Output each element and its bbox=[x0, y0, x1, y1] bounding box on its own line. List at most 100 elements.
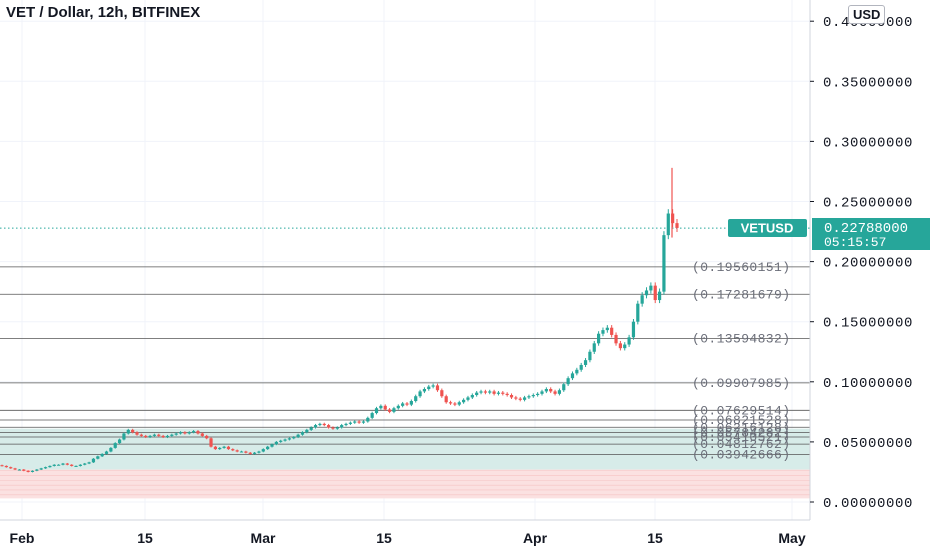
candle-body bbox=[592, 343, 596, 352]
candle-body bbox=[623, 344, 627, 349]
zone-band bbox=[0, 428, 810, 470]
candle-body bbox=[675, 223, 679, 228]
price-tag-countdown: 05:15:57 bbox=[824, 235, 886, 250]
candle-body bbox=[313, 425, 318, 428]
candle-body bbox=[192, 431, 196, 433]
price-tag-value: 0.22788000 bbox=[824, 221, 908, 237]
candle-body bbox=[610, 327, 614, 335]
candle-body bbox=[509, 395, 514, 398]
candle-body bbox=[248, 452, 252, 454]
candle-body bbox=[435, 385, 440, 391]
candle-body bbox=[636, 303, 640, 322]
candle-body bbox=[614, 334, 618, 344]
candle-body bbox=[270, 444, 274, 447]
level-label: (0.05410521) bbox=[692, 430, 790, 445]
candle-body bbox=[557, 390, 562, 394]
y-tick-label: 0.25000000 bbox=[823, 196, 913, 212]
candle-body bbox=[618, 343, 622, 349]
candle-body bbox=[340, 425, 344, 428]
candle-body bbox=[144, 435, 148, 438]
candle-body bbox=[357, 421, 361, 423]
candle-body bbox=[257, 451, 261, 453]
candle-body bbox=[644, 290, 649, 296]
candle-body bbox=[422, 389, 427, 392]
level-label: (0.06216128) bbox=[692, 420, 790, 435]
candle-body bbox=[505, 393, 509, 396]
level-label: (0.09907985) bbox=[692, 376, 790, 391]
x-tick-label: Feb bbox=[10, 530, 35, 546]
candle-body bbox=[70, 464, 74, 466]
candle-body bbox=[553, 391, 557, 394]
candle-body bbox=[244, 451, 248, 453]
candle-body bbox=[405, 403, 409, 405]
chart-title: VET / Dollar, 12h, BITFINEX bbox=[6, 4, 201, 21]
candle-body bbox=[562, 384, 566, 391]
candle-body bbox=[518, 398, 522, 400]
candle-body bbox=[531, 395, 535, 397]
candle-body bbox=[657, 291, 662, 301]
candle-body bbox=[183, 432, 187, 434]
candle-body bbox=[322, 423, 326, 426]
candle-body bbox=[597, 333, 601, 344]
candle-body bbox=[222, 446, 226, 448]
candle-body bbox=[74, 465, 78, 467]
candle-body bbox=[383, 405, 387, 410]
candle-body bbox=[48, 465, 52, 468]
candle-body bbox=[331, 427, 335, 429]
candle-body bbox=[283, 439, 287, 441]
candle-body bbox=[549, 389, 553, 392]
candle-body bbox=[353, 421, 357, 423]
candle-body bbox=[448, 402, 453, 404]
candle-body bbox=[522, 397, 527, 400]
candle-body bbox=[662, 235, 666, 292]
candle-body bbox=[117, 439, 122, 444]
candle-body bbox=[200, 433, 204, 436]
candle-body bbox=[483, 391, 487, 393]
level-label: (0.03942666) bbox=[692, 448, 790, 463]
price-tag bbox=[812, 218, 930, 250]
candle-body bbox=[374, 408, 379, 414]
candle-body bbox=[196, 431, 200, 434]
candle-body bbox=[122, 433, 126, 440]
candle-body bbox=[139, 434, 143, 436]
candle-body bbox=[466, 397, 470, 400]
candle-body bbox=[148, 435, 152, 438]
candle-body bbox=[131, 429, 135, 433]
candle-body bbox=[279, 440, 283, 442]
candle-body bbox=[61, 463, 65, 465]
candle-body bbox=[492, 391, 496, 394]
candle-body bbox=[26, 470, 30, 472]
candle-body bbox=[457, 402, 461, 405]
candle-body bbox=[401, 403, 405, 406]
candle-body bbox=[666, 213, 670, 236]
x-tick-label: 15 bbox=[647, 530, 663, 546]
candle-body bbox=[418, 391, 422, 397]
candle-body bbox=[161, 435, 165, 438]
candle-body bbox=[392, 408, 396, 412]
candle-body bbox=[396, 405, 400, 409]
candle-body bbox=[496, 392, 501, 394]
candle-body bbox=[252, 452, 257, 454]
candle-body bbox=[536, 393, 540, 396]
candle-body bbox=[239, 451, 244, 453]
candle-body bbox=[579, 364, 583, 370]
candle-body bbox=[583, 360, 588, 365]
candle-body bbox=[527, 396, 531, 398]
candle-body bbox=[540, 391, 544, 394]
candle-body bbox=[100, 453, 104, 457]
candle-body bbox=[43, 467, 48, 469]
symbol-tag bbox=[728, 219, 807, 237]
candle-body bbox=[178, 432, 183, 434]
candle-body bbox=[588, 351, 592, 361]
candle-body bbox=[83, 463, 87, 465]
candle-body bbox=[113, 443, 117, 448]
currency-button[interactable]: USD bbox=[848, 5, 886, 24]
level-label: (0.06821528) bbox=[692, 413, 790, 428]
candle-body bbox=[187, 432, 191, 434]
candle-body bbox=[671, 213, 675, 224]
candle-body bbox=[261, 449, 265, 452]
y-tick-label: 0.35000000 bbox=[823, 75, 913, 91]
candle-body bbox=[327, 425, 331, 428]
candle-body bbox=[431, 385, 435, 387]
